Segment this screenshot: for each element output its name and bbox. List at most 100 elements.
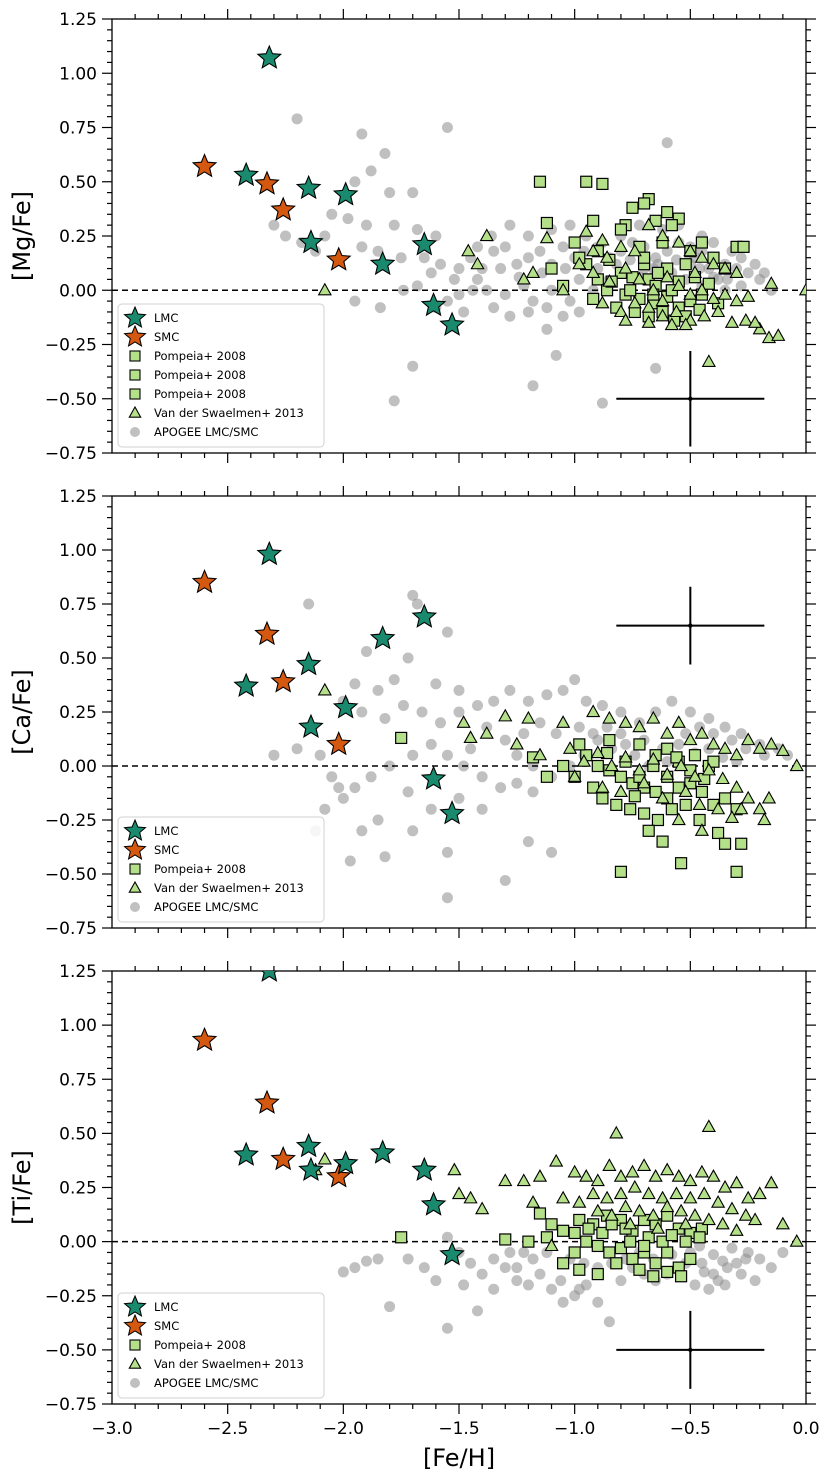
vds-point: [706, 1169, 721, 1182]
apogee-point: [511, 258, 523, 270]
legend-smc-marker: [123, 837, 147, 860]
smc-star: [191, 568, 218, 594]
apogee-point: [495, 263, 507, 275]
vds-point: [586, 1186, 601, 1200]
apogee-point: [522, 230, 534, 242]
pompeia-point: [702, 277, 715, 290]
pompeia-point: [637, 251, 651, 264]
apogee-point: [476, 1268, 488, 1280]
apogee-point: [717, 751, 729, 763]
apogee-point: [430, 678, 442, 690]
apogee-point: [557, 684, 569, 696]
vds-point: [694, 725, 710, 739]
vds-point: [618, 313, 633, 326]
apogee-point: [504, 219, 516, 231]
apogee-point: [499, 874, 511, 886]
vds-point: [757, 812, 772, 826]
apogee-point: [592, 1296, 604, 1308]
apogee-point: [499, 734, 511, 746]
pompeia-point: [545, 262, 558, 275]
apogee-point: [536, 267, 548, 279]
y-tick-label: −0.50: [45, 865, 97, 885]
apogee-point: [726, 1242, 738, 1254]
pompeia-point: [665, 219, 678, 232]
apogee-point: [384, 187, 396, 199]
apogee-point: [372, 684, 384, 696]
pompeia-point: [628, 790, 641, 803]
apogee-point: [407, 825, 419, 837]
vds-point: [660, 767, 675, 780]
apogee-point: [349, 678, 361, 690]
pompeia-point: [649, 1257, 662, 1270]
apogee-point: [465, 743, 477, 755]
y-tick-label: −0.25: [45, 336, 97, 356]
pompeia-point: [718, 837, 732, 850]
apogee-point: [356, 825, 368, 837]
vds-point: [671, 234, 686, 248]
apogee-point: [434, 258, 446, 270]
pompeia-point: [614, 770, 628, 783]
apogee-point: [356, 128, 368, 140]
y-tick-label: −0.25: [45, 811, 97, 831]
y-tick-label: 0.25: [59, 703, 97, 723]
apogee-point: [488, 245, 500, 257]
y-tick-label: 0.50: [59, 649, 97, 669]
vds-point: [706, 256, 721, 270]
apogee-point: [740, 1253, 752, 1265]
pompeia-point: [540, 770, 554, 783]
pompeia-point: [688, 749, 702, 762]
vds-point: [789, 1234, 804, 1247]
apogee-point: [546, 1283, 558, 1295]
legend-label: SMC: [154, 843, 179, 857]
vds-point: [613, 304, 629, 318]
vds-point: [618, 1199, 633, 1213]
apogee-point: [522, 252, 534, 264]
legend-label: LMC: [154, 311, 178, 325]
apogee-point: [615, 1275, 627, 1287]
legend-label: Pompeia+ 2008: [154, 1338, 246, 1352]
apogee-point: [719, 721, 731, 733]
vds-point: [632, 719, 647, 733]
apogee-point: [465, 1257, 477, 1269]
legend-vds-marker: [128, 880, 142, 893]
vds-point: [475, 1201, 490, 1215]
vds-point: [579, 224, 594, 237]
y-tick-label: 0.50: [59, 1124, 97, 1144]
vds-point: [646, 1208, 661, 1221]
apogee-point: [717, 1255, 729, 1267]
apogee-point: [522, 695, 534, 707]
apogee-point: [372, 1253, 384, 1265]
apogee-point: [527, 1253, 539, 1265]
vds-point: [729, 747, 744, 761]
apogee-point: [650, 362, 662, 374]
lmc-star: [369, 625, 396, 650]
apogee-point: [411, 223, 423, 235]
apogee-point: [453, 792, 465, 804]
vds-point: [627, 1179, 642, 1193]
apogee-point: [411, 280, 423, 292]
pompeia-point: [674, 857, 688, 870]
vds-point: [764, 736, 779, 750]
lmc-star: [369, 1139, 396, 1164]
y-tick-label: −0.75: [45, 1395, 97, 1415]
apogee-point: [476, 803, 488, 815]
legend-label: Pompeia+ 2008: [154, 368, 246, 382]
apogee-point: [333, 782, 345, 794]
vds-point: [747, 1212, 763, 1226]
vds-point: [741, 1190, 756, 1204]
apogee-point: [587, 728, 599, 740]
apogee-point: [620, 738, 632, 750]
pompeia-point: [626, 1252, 639, 1266]
pompeia-point: [591, 1267, 604, 1281]
apogee-point: [534, 1268, 546, 1280]
pompeia-point: [395, 731, 408, 745]
pompeia-point: [591, 1239, 604, 1253]
pompeia-point: [587, 292, 600, 306]
apogee-point: [749, 1275, 761, 1287]
vds-point: [747, 315, 763, 328]
vds-point: [576, 754, 592, 767]
apogee-point: [684, 706, 696, 718]
vds-point: [710, 1195, 726, 1208]
apogee-point: [326, 771, 338, 783]
apogee-point: [569, 674, 581, 686]
